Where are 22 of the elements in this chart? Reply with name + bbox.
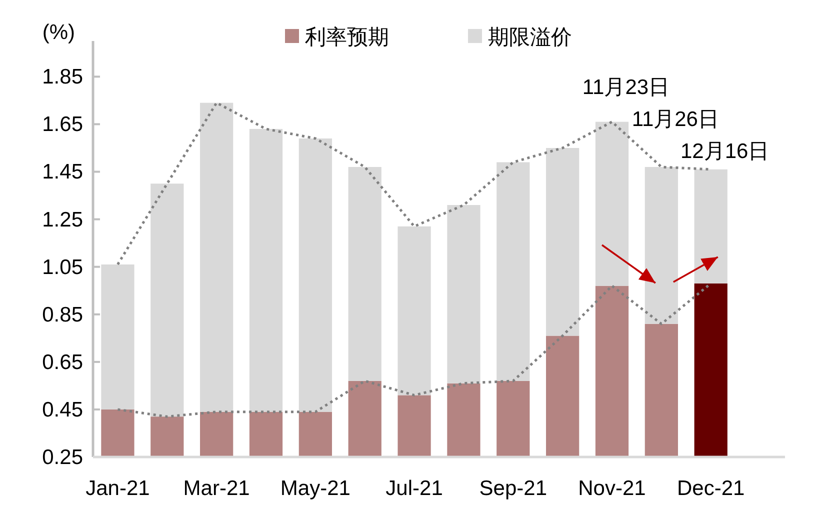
legend-label: 期限溢价 <box>488 26 572 49</box>
y-tick-label: 0.25 <box>42 446 83 469</box>
x-tick-label: Jan-21 <box>86 477 150 500</box>
y-tick-label: 1.65 <box>42 113 83 136</box>
y-tick-label: 0.65 <box>42 350 83 374</box>
x-tick-label: Jul-21 <box>386 477 443 500</box>
y-tick-label: 0.85 <box>42 303 83 326</box>
x-tick-label: Mar-21 <box>183 477 250 500</box>
x-tick-label: May-21 <box>280 477 350 500</box>
y-tick-label: 1.45 <box>42 160 83 184</box>
y-tick-label: 0.45 <box>42 398 83 422</box>
y-tick-label: 1.05 <box>42 256 83 279</box>
y-tick-label: 1.25 <box>42 208 83 232</box>
annotation: 11月23日 <box>582 76 670 99</box>
annotation: 12月16日 <box>680 140 770 163</box>
x-tick-label: Sep-21 <box>479 477 547 500</box>
y-tick-label: 1.85 <box>42 66 83 89</box>
annotation: 11月26日 <box>632 108 720 131</box>
x-tick-label: Nov-21 <box>578 477 646 500</box>
legend-label: 利率预期 <box>305 26 389 49</box>
y-axis-title: (%) <box>42 21 75 44</box>
x-tick-label: Dec-21 <box>677 477 745 500</box>
